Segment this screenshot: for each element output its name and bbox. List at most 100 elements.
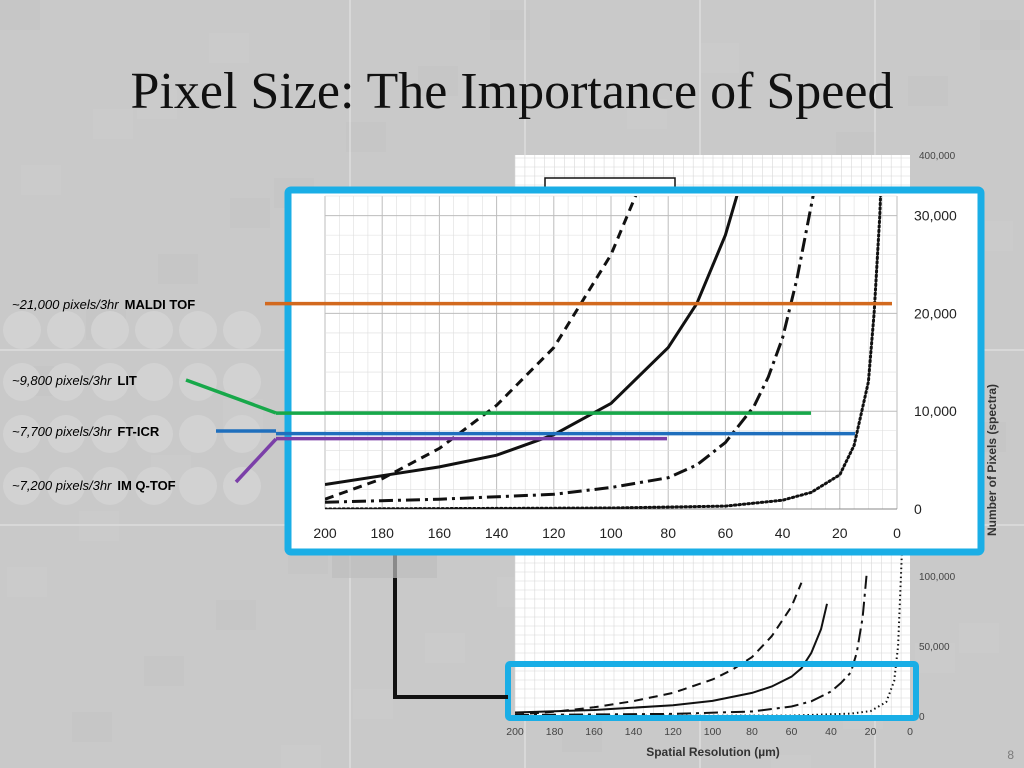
- background-dot: [135, 363, 173, 401]
- texture-patch: [908, 76, 948, 106]
- full-x-tick-label: 0: [907, 726, 913, 738]
- texture-patch: [21, 165, 61, 195]
- texture-patch: [93, 109, 133, 139]
- callout-leader-line: [234, 437, 278, 484]
- texture-patch: [771, 755, 811, 768]
- full-x-tick-label: 60: [786, 726, 798, 738]
- full-y-tick-label: 50,000: [919, 642, 950, 653]
- full-x-tick-label: 200: [506, 726, 524, 738]
- background-dot: [223, 467, 261, 505]
- full-series-dashed: [514, 582, 803, 716]
- inset-series-dotted: [325, 196, 883, 509]
- inset-y-tick-label: 0: [914, 501, 922, 517]
- inset-y-tick-label: 10,000: [914, 403, 957, 419]
- inset-x-tick-label: 40: [775, 525, 791, 541]
- texture-patch: [490, 10, 530, 40]
- full-x-tick-label: 40: [825, 726, 837, 738]
- texture-patch: [562, 722, 602, 752]
- full-x-tick-label: 120: [664, 726, 682, 738]
- inset-x-tick-label: 20: [832, 525, 848, 541]
- background-dot: [3, 363, 41, 401]
- texture-patch: [230, 198, 270, 228]
- texture-patch: [418, 66, 458, 96]
- callout-leader-line: [185, 378, 277, 415]
- background-dot: [91, 311, 129, 349]
- background-dot: [179, 467, 217, 505]
- texture-patch: [425, 633, 465, 663]
- background-dot: [135, 415, 173, 453]
- background-dot: [47, 415, 85, 453]
- texture-patch: [79, 511, 119, 541]
- background-dot: [47, 467, 85, 505]
- zoom-region-highlight: [505, 661, 919, 721]
- callout-count: ~9,800 pixels/3hr: [12, 373, 112, 388]
- texture-patch: [137, 89, 177, 119]
- full-x-tick-label: 140: [625, 726, 643, 738]
- background-dot: [3, 415, 41, 453]
- inset-grid: [324, 195, 898, 510]
- background-dot: [3, 311, 41, 349]
- inset-y-tick-label: 20,000: [914, 305, 957, 321]
- background-dot: [91, 363, 129, 401]
- background-dot: [223, 311, 261, 349]
- texture-patch: [281, 745, 321, 768]
- background-dot: [3, 467, 41, 505]
- callout-instrument: MALDI TOF: [124, 297, 196, 312]
- full-x-tick-label: 100: [704, 726, 722, 738]
- inset-y-tick-label: 30,000: [914, 208, 957, 224]
- inset-x-tick-label: 180: [371, 525, 395, 541]
- slide-number: 8: [1007, 748, 1014, 762]
- zoom-connector-line: [393, 545, 508, 699]
- texture-patch: [216, 600, 256, 630]
- inset-x-tick-label: 200: [313, 525, 337, 541]
- background-dot: [179, 311, 217, 349]
- inset-series-dash-dot: [325, 196, 815, 504]
- slide-title: Pixel Size: The Importance of Speed: [130, 63, 894, 120]
- texture-patch: [980, 20, 1020, 50]
- inset-chart: 200 180 160 140 120 100 80 60 40 20 0010,00020,000…: [284, 186, 985, 556]
- callout-instrument: IM Q-TOF: [117, 478, 176, 493]
- inset-x-tick-label: 140: [485, 525, 509, 541]
- callout-count: ~21,000 pixels/3hr: [12, 297, 119, 312]
- background-dot: [91, 467, 129, 505]
- callout-count: ~7,700 pixels/3hr: [12, 424, 112, 439]
- full-series-solid: [514, 603, 828, 714]
- background-dot: [223, 363, 261, 401]
- texture-patch: [7, 567, 47, 597]
- full-series-dotted: [514, 547, 904, 717]
- background-dot: [135, 311, 173, 349]
- inset-x-tick-label: 120: [542, 525, 566, 541]
- full-y-tick-label: 400,000: [919, 151, 956, 162]
- texture-patch: [353, 689, 393, 719]
- callout-count: ~7,200 pixels/3hr: [12, 478, 112, 493]
- inset-series-solid: [325, 196, 739, 486]
- texture-patch: [158, 254, 198, 284]
- background-dot: [47, 311, 85, 349]
- full-y-tick-label: 100,000: [919, 572, 956, 583]
- inset-x-tick-label: 0: [893, 525, 901, 541]
- texture-patch: [72, 712, 112, 742]
- texture-patch: [144, 656, 184, 686]
- full-series-dash-dot: [514, 575, 868, 716]
- full-x-tick-label: 180: [546, 726, 564, 738]
- inset-series-dashed: [325, 196, 638, 501]
- background-dot: [223, 415, 261, 453]
- callout-im-q-tof: ~7,200 pixels/3hr IM Q-TOF: [12, 478, 176, 493]
- background-dot: [179, 363, 217, 401]
- callout-instrument: LIT: [117, 373, 137, 388]
- background-dot: [179, 415, 217, 453]
- full-x-tick-label: 160: [585, 726, 603, 738]
- callout-ft-icr: ~7,700 pixels/3hr FT-ICR: [12, 424, 159, 439]
- inset-x-tick-label: 100: [599, 525, 623, 541]
- texture-patch: [0, 0, 40, 30]
- callout-maldi-tof: ~21,000 pixels/3hr MALDI TOF: [12, 297, 195, 312]
- full-x-tick-label: 80: [746, 726, 758, 738]
- inset-x-tick-label: 60: [718, 525, 734, 541]
- background-dot: [47, 363, 85, 401]
- full-y-tick-label: 0: [919, 712, 925, 723]
- texture-patch: [627, 99, 667, 129]
- callout-instrument: FT-ICR: [117, 424, 160, 439]
- inset-series-group: [325, 196, 883, 509]
- inset-x-tick-label: 160: [428, 525, 452, 541]
